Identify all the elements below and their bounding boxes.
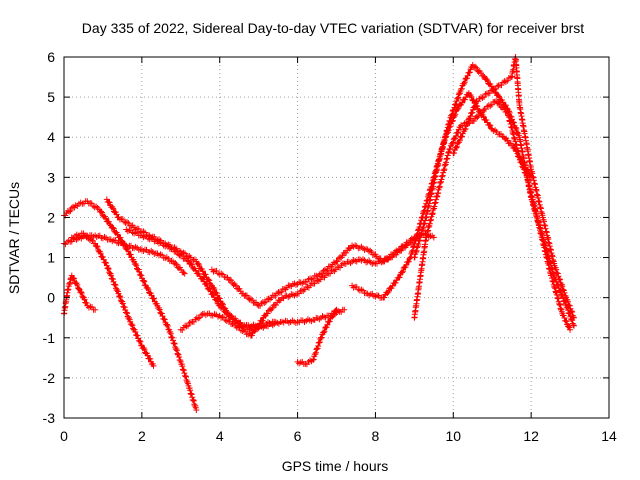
series-trace-l xyxy=(411,98,535,321)
data-point-markers xyxy=(411,98,535,321)
series-trace-h xyxy=(208,234,418,309)
grid xyxy=(64,57,609,418)
y-axis-label: SDTVAR / TECUs xyxy=(6,182,22,294)
x-tick-label: 14 xyxy=(601,428,617,444)
series-trace-b xyxy=(61,232,188,277)
x-axis-label: GPS time / hours xyxy=(282,458,389,474)
data-point-markers xyxy=(68,230,157,369)
data-point-markers xyxy=(411,62,577,329)
y-tick-label: -3 xyxy=(43,410,56,426)
y-tick-label: 4 xyxy=(47,129,55,145)
data-point-markers xyxy=(61,272,99,317)
y-tick-label: 2 xyxy=(47,209,55,225)
y-tick-label: 3 xyxy=(47,169,55,185)
data-point-markers xyxy=(61,232,188,277)
x-tick-label: 0 xyxy=(60,428,68,444)
x-tick-label: 6 xyxy=(294,428,302,444)
x-tick-label: 12 xyxy=(523,428,539,444)
series-trace-c xyxy=(61,272,99,317)
data-marks xyxy=(61,54,577,413)
series-trace-k xyxy=(411,62,577,329)
series-trace-i xyxy=(294,306,340,368)
x-tick-label: 4 xyxy=(216,428,224,444)
series-trace-d xyxy=(68,230,157,369)
x-tick-label: 2 xyxy=(138,428,146,444)
y-tick-label: -1 xyxy=(43,330,56,346)
y-tick-label: 5 xyxy=(47,89,55,105)
x-tick-label: 8 xyxy=(372,428,380,444)
data-point-markers xyxy=(294,306,340,368)
series-trace-m xyxy=(450,54,577,321)
y-tick-label: 0 xyxy=(47,290,55,306)
y-tick-label: 6 xyxy=(47,49,55,65)
chart-title: Day 335 of 2022, Sidereal Day-to-day VTE… xyxy=(82,20,584,36)
y-tick-label: -2 xyxy=(43,370,56,386)
x-tick-label: 10 xyxy=(445,428,461,444)
data-point-markers xyxy=(450,54,577,321)
plot-frame xyxy=(63,56,610,419)
data-point-markers xyxy=(208,234,418,309)
y-tick-label: 1 xyxy=(47,250,55,266)
